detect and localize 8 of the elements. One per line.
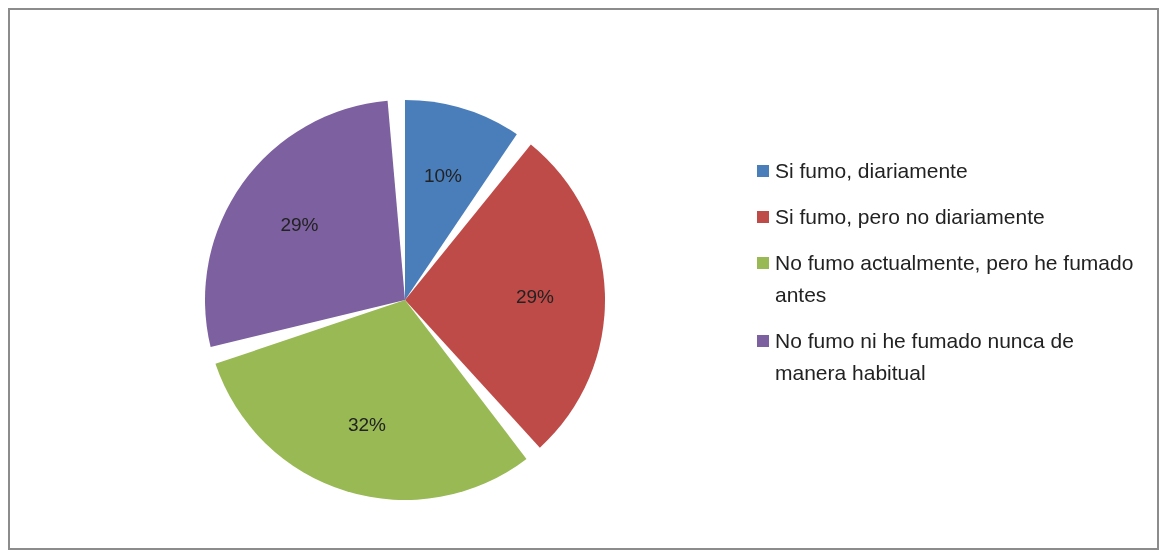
data-label: 10% — [423, 165, 463, 187]
data-label: 29% — [515, 285, 555, 307]
data-label: 32% — [347, 413, 387, 435]
legend-label: Si fumo, diariamente — [775, 158, 968, 184]
data-label: 29% — [280, 213, 319, 235]
legend-label: No fumo ni he fumado nunca de manera habitual — [775, 328, 1075, 386]
legend-label: No fumo actualmente, pero he fumado antes — [775, 250, 1135, 308]
legend-label: Si fumo, pero no diariamente — [775, 204, 1045, 230]
